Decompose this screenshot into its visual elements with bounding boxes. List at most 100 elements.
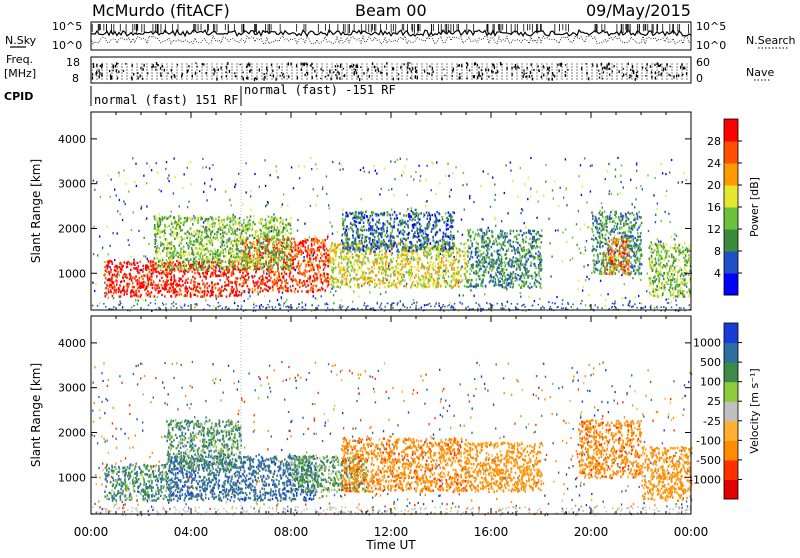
freq-sample	[343, 75, 344, 77]
echo-cell	[211, 240, 213, 242]
scatter-echo-cell	[612, 209, 613, 211]
scatter-echo-cell	[258, 293, 259, 295]
echo-cell	[342, 274, 344, 276]
echo-cell	[114, 289, 116, 291]
echo-cell	[202, 255, 204, 257]
echo-cell	[404, 280, 406, 282]
echo-cell	[162, 243, 164, 245]
echo-cell	[276, 258, 278, 260]
echo-cell	[207, 235, 209, 237]
echo-cell	[456, 255, 458, 257]
echo-cell	[224, 281, 226, 283]
scatter-echo-cell	[572, 237, 573, 239]
scatter-echo-cell	[187, 206, 188, 208]
scatter-echo-cell	[642, 188, 643, 190]
echo-cell	[451, 275, 453, 277]
echo-cell	[127, 265, 129, 267]
echo-cell	[328, 260, 330, 262]
echo-cell	[129, 263, 131, 265]
scatter-echo-cell	[391, 188, 392, 190]
echo-cell	[282, 223, 284, 225]
echo-cell	[197, 217, 199, 219]
echo-cell	[458, 271, 460, 273]
echo-cell	[356, 279, 358, 281]
scatter-echo-cell	[291, 166, 292, 168]
echo-cell	[176, 285, 178, 287]
echo-cell	[374, 260, 376, 262]
echo-cell	[227, 242, 229, 244]
echo-cell	[362, 283, 364, 285]
echo-cell	[290, 246, 292, 248]
echo-cell	[184, 295, 186, 297]
scatter-echo-cell	[500, 307, 501, 309]
echo-cell	[302, 242, 304, 244]
echo-cell	[331, 277, 333, 279]
echo-cell	[192, 271, 194, 273]
scatter-echo-cell	[556, 296, 557, 298]
echo-cell	[433, 282, 435, 284]
scatter-echo-cell	[676, 281, 677, 283]
echo-cell	[267, 257, 269, 259]
freq-sample	[609, 68, 610, 70]
freq-sample	[174, 75, 175, 78]
echo-cell	[383, 257, 385, 259]
scatter-echo-cell	[483, 170, 484, 172]
echo-cell	[293, 278, 295, 280]
echo-cell	[253, 242, 255, 244]
freq-sample	[673, 75, 674, 78]
echo-cell	[162, 218, 164, 220]
echo-cell	[458, 261, 460, 263]
echo-cell	[288, 223, 290, 225]
echo-cell	[201, 269, 203, 271]
echo-cell	[183, 246, 185, 248]
freq-sample	[301, 68, 302, 71]
freq-sample	[665, 67, 666, 70]
echo-cell	[177, 225, 179, 227]
echo-cell	[265, 240, 267, 242]
freq-sample	[432, 67, 433, 69]
echo-cell	[417, 282, 419, 284]
echo-cell	[214, 253, 216, 255]
echo-cell	[260, 282, 262, 284]
echo-cell	[212, 288, 214, 290]
freq-sample	[109, 70, 110, 72]
echo-cell	[322, 240, 324, 242]
echo-cell	[249, 235, 251, 237]
echo-cell	[270, 277, 272, 279]
echo-cell	[179, 217, 181, 219]
echo-cell	[161, 294, 163, 296]
echo-cell	[243, 266, 245, 268]
echo-cell	[411, 256, 413, 258]
echo-cell	[203, 296, 205, 298]
echo-cell	[270, 287, 272, 289]
echo-cell	[358, 286, 360, 288]
scatter-echo-cell	[176, 307, 177, 309]
echo-cell	[201, 266, 203, 268]
echo-cell	[119, 284, 121, 286]
echo-cell	[465, 242, 467, 244]
scatter-echo-cell	[415, 284, 416, 286]
scatter-echo-cell	[132, 157, 133, 159]
scatter-echo-cell	[122, 219, 123, 221]
scatter-echo-cell	[102, 247, 103, 249]
echo-cell	[105, 277, 107, 279]
scatter-echo-cell	[203, 221, 204, 223]
echo-cell	[365, 272, 367, 274]
scatter-echo-cell	[281, 305, 282, 307]
scatter-echo-cell	[665, 195, 666, 197]
echo-cell	[347, 248, 349, 250]
echo-cell	[423, 284, 425, 286]
scatter-echo-cell	[339, 162, 340, 164]
scatter-echo-cell	[332, 233, 333, 235]
echo-cell	[218, 216, 220, 218]
echo-cell	[305, 250, 307, 252]
echo-cell	[349, 281, 351, 283]
freq-sample	[398, 73, 399, 75]
echo-cell	[223, 290, 225, 292]
echo-cell	[464, 273, 466, 275]
scatter-echo-cell	[400, 300, 401, 302]
cpid-label: CPID	[4, 90, 33, 103]
scatter-echo-cell	[583, 253, 584, 255]
scatter-echo-cell	[566, 204, 567, 206]
echo-cell	[268, 216, 270, 218]
